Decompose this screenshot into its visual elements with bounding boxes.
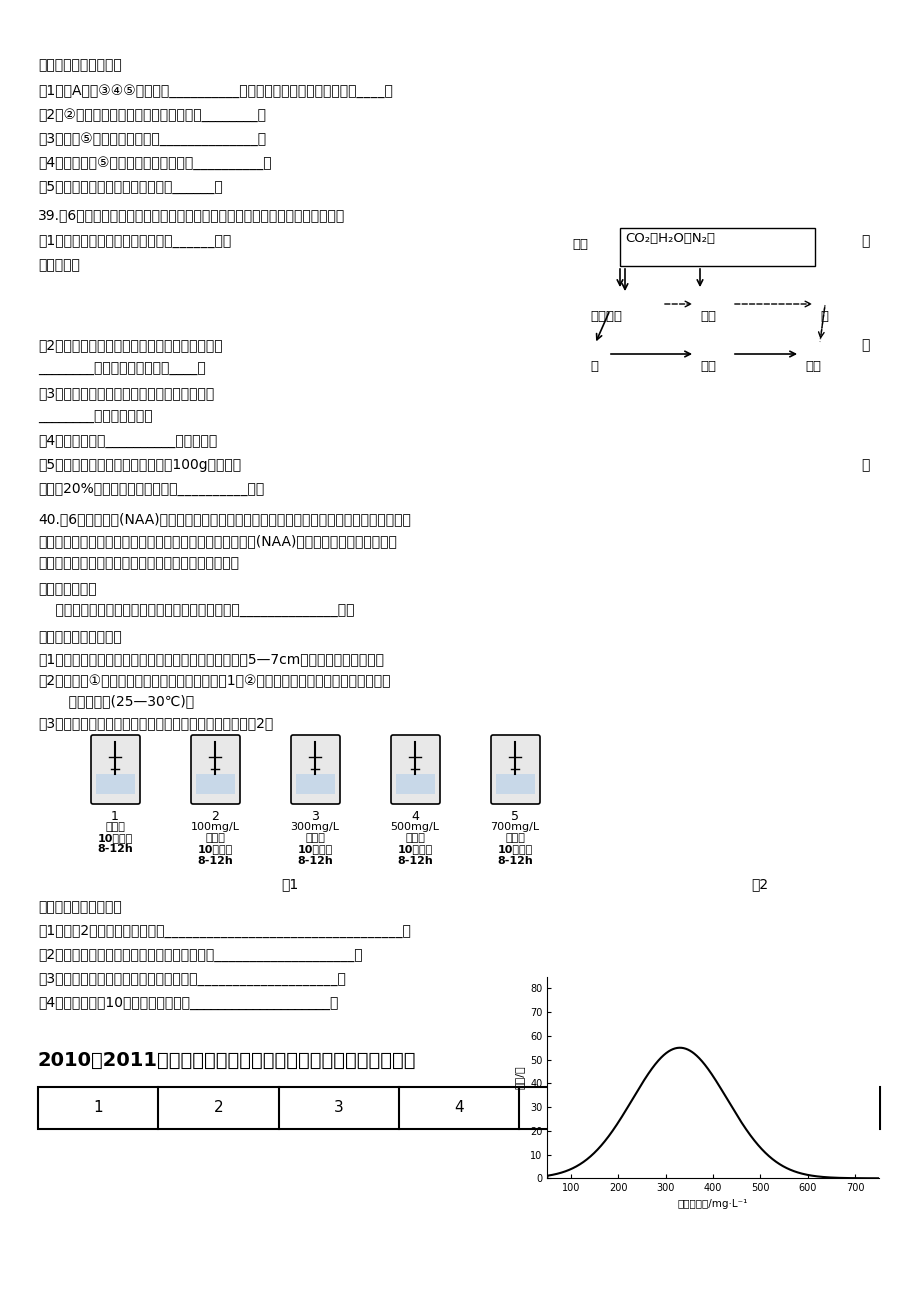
Text: 素相似的物质，其生理作用也与浓度密切相关，探究萘乙酸(NAA)对扦插枝条生根作用的最佳: 素相似的物质，其生理作用也与浓度密切相关，探究萘乙酸(NAA)对扦插枝条生根作用… xyxy=(38,534,396,548)
Text: 5: 5 xyxy=(510,810,518,823)
Bar xyxy=(96,773,135,794)
Text: （2）不考虑分解者，此图中获得能量最少的生物: （2）不考虑分解者，此图中获得能量最少的生物 xyxy=(38,339,222,352)
Text: （4）静息时，⑤结构两侧的电位表现为__________。: （4）静息时，⑤结构两侧的电位表现为__________。 xyxy=(38,156,271,171)
FancyBboxPatch shape xyxy=(491,736,539,805)
Text: （4）每组都选取10根插条，其目的是____________________。: （4）每组都选取10根插条，其目的是____________________。 xyxy=(38,996,338,1010)
Text: 10根插条: 10根插条 xyxy=(397,844,432,854)
Text: ________形式进行循环。: ________形式进行循环。 xyxy=(38,410,153,424)
Text: （5）在该系统中，若蛇的体重增加100g，按能量: （5）在该系统中，若蛇的体重增加100g，按能量 xyxy=(38,458,241,473)
Text: 1: 1 xyxy=(93,1100,103,1116)
FancyBboxPatch shape xyxy=(91,736,140,805)
Text: （3）记录：小组分工，根据实验数据，建立数学模型如图2。: （3）记录：小组分工，根据实验数据，建立数学模型如图2。 xyxy=(38,716,273,730)
Text: 10根插条: 10根插条 xyxy=(497,844,532,854)
Text: 5: 5 xyxy=(573,1100,584,1116)
Text: 绿色植物: 绿色植物 xyxy=(589,310,621,323)
Text: 请分析回答下列问题：: 请分析回答下列问题： xyxy=(38,59,121,72)
Bar xyxy=(619,228,814,266)
Bar xyxy=(395,773,435,794)
Text: 8-12h: 8-12h xyxy=(97,844,132,854)
Text: 3: 3 xyxy=(311,810,319,823)
Y-axis label: 数目/条: 数目/条 xyxy=(514,1065,524,1090)
Text: 萘乙酸: 萘乙酸 xyxy=(205,833,224,842)
Text: 4: 4 xyxy=(454,1100,463,1116)
Text: （2）②结构中所含的传递信息的物质称为________。: （2）②结构中所含的传递信息的物质称为________。 xyxy=(38,108,266,122)
Bar xyxy=(495,773,535,794)
Text: 7: 7 xyxy=(814,1100,823,1116)
Text: （1）从图2中，可得出的结论是__________________________________。: （1）从图2中，可得出的结论是_________________________… xyxy=(38,924,411,937)
Text: 萘乙酸: 萘乙酸 xyxy=(305,833,324,842)
Text: 蒸馏水: 蒸馏水 xyxy=(105,822,125,832)
Text: 100mg/L: 100mg/L xyxy=(190,822,239,832)
Text: 浓度范围，在农业生产的应用上具有非常重要的意义。: 浓度范围，在农业生产的应用上具有非常重要的意义。 xyxy=(38,556,239,570)
Text: 萘乙酸与生长素一样，对植物生长的调节作用具有______________性。: 萘乙酸与生长素一样，对植物生长的调节作用具有______________性。 xyxy=(38,604,354,618)
Text: （3）碳元素在生物群落与无机环境之间主要以: （3）碳元素在生物群落与无机环境之间主要以 xyxy=(38,385,214,400)
Text: 10根插条: 10根插条 xyxy=(297,844,333,854)
Text: ________；能量最多的生物是____。: ________；能量最多的生物是____。 xyxy=(38,362,206,376)
X-axis label: 萘乙酸浓度/mg·L⁻¹: 萘乙酸浓度/mg·L⁻¹ xyxy=(677,1199,747,1208)
Text: 3: 3 xyxy=(334,1100,343,1116)
Text: 一、实验原理：: 一、实验原理： xyxy=(38,582,96,596)
Text: 传: 传 xyxy=(861,458,869,473)
Bar xyxy=(196,773,234,794)
Text: 2: 2 xyxy=(210,810,219,823)
Text: 2: 2 xyxy=(213,1100,223,1116)
Text: 光能: 光能 xyxy=(572,238,587,251)
Text: 40.（6分）萘乙酸(NAA)是科学家通过化学的方法合成和筛选的在结构和生理作用方面与生长: 40.（6分）萘乙酸(NAA)是科学家通过化学的方法合成和筛选的在结构和生理作用… xyxy=(38,512,411,526)
Bar xyxy=(38,1087,879,1129)
Text: （2）插条若没有生出不定根，其原因最可能是____________________。: （2）插条若没有生出不定根，其原因最可能是___________________… xyxy=(38,948,362,962)
Text: 图2: 图2 xyxy=(751,878,767,891)
Text: 10根插条: 10根插条 xyxy=(198,844,233,854)
Text: （1）取材：取山茶花植株生长良好的半木质枝条，剪成5—7cm，每段插条芽数相同。: （1）取材：取山茶花植株生长良好的半木质枝条，剪成5—7cm，每段插条芽数相同。 xyxy=(38,652,383,667)
Text: （2）实验：①将插条分别用不同的方法处理如图1；②将处理过的插条下端浸在清水中，注: （2）实验：①将插条分别用不同的方法处理如图1；②将处理过的插条下端浸在清水中，… xyxy=(38,674,390,687)
FancyBboxPatch shape xyxy=(391,736,439,805)
Text: 萘乙酸: 萘乙酸 xyxy=(505,833,525,842)
Text: 二、实验过程与方法：: 二、实验过程与方法： xyxy=(38,630,121,644)
Text: 递效率20%计算要消耗第三营养级__________克。: 递效率20%计算要消耗第三营养级__________克。 xyxy=(38,482,264,496)
Text: 8-12h: 8-12h xyxy=(397,855,433,866)
FancyBboxPatch shape xyxy=(290,736,340,805)
Text: 的太阳能。: 的太阳能。 xyxy=(38,258,80,272)
Text: 蛇: 蛇 xyxy=(819,310,827,323)
Text: 黄雀: 黄雀 xyxy=(804,359,820,372)
Text: （1）图A中的③④⑤共同构成__________，在此结构中信号的转换模式为____。: （1）图A中的③④⑤共同构成__________，在此结构中信号的转换模式为__… xyxy=(38,85,392,98)
Text: （3）构成⑤结构的基本骨架是______________。: （3）构成⑤结构的基本骨架是______________。 xyxy=(38,132,266,146)
Text: 8-12h: 8-12h xyxy=(297,855,333,866)
Text: 300mg/L: 300mg/L xyxy=(290,822,339,832)
Text: 螳螂: 螳螂 xyxy=(699,359,715,372)
FancyBboxPatch shape xyxy=(191,736,240,805)
Text: （4）该系统中有__________条食物链。: （4）该系统中有__________条食物链。 xyxy=(38,434,217,448)
Text: 是: 是 xyxy=(861,339,869,352)
Text: 萘乙酸: 萘乙酸 xyxy=(404,833,425,842)
Text: 图1: 图1 xyxy=(281,878,299,891)
Text: 4: 4 xyxy=(411,810,418,823)
Text: 2010－2011学年度第一学期高二生物期末试卷（必修）答题纸: 2010－2011学年度第一学期高二生物期末试卷（必修）答题纸 xyxy=(38,1051,416,1070)
Text: 1: 1 xyxy=(111,810,119,823)
Text: 定: 定 xyxy=(861,234,869,247)
Text: （5）兴奋在该结构中传递的特点是______。: （5）兴奋在该结构中传递的特点是______。 xyxy=(38,180,222,194)
Text: 8-12h: 8-12h xyxy=(197,855,233,866)
Text: （3）温度、处理时间等要一致，其原因是____________________。: （3）温度、处理时间等要一致，其原因是____________________。 xyxy=(38,973,346,986)
Text: （1）流入该生态系统的总能量是由______所固: （1）流入该生态系统的总能量是由______所固 xyxy=(38,234,231,247)
Text: 500mg/L: 500mg/L xyxy=(390,822,439,832)
Text: 细菌: 细菌 xyxy=(699,310,715,323)
Text: 10根插条: 10根插条 xyxy=(97,833,132,842)
Text: 蝉: 蝉 xyxy=(589,359,597,372)
Text: 6: 6 xyxy=(694,1100,704,1116)
Text: 三、结果分析与评价：: 三、结果分析与评价： xyxy=(38,900,121,914)
Text: 39.（6分）右图为一生态系统中各组成成分关系的图解，请分析回答下列问题：: 39.（6分）右图为一生态系统中各组成成分关系的图解，请分析回答下列问题： xyxy=(38,208,345,223)
Bar xyxy=(296,773,335,794)
Text: 8-12h: 8-12h xyxy=(496,855,532,866)
Text: 700mg/L: 700mg/L xyxy=(490,822,539,832)
Text: 意保持温度(25—30℃)。: 意保持温度(25—30℃)。 xyxy=(38,694,194,708)
Text: CO₂、H₂O、N₂等: CO₂、H₂O、N₂等 xyxy=(624,232,714,245)
